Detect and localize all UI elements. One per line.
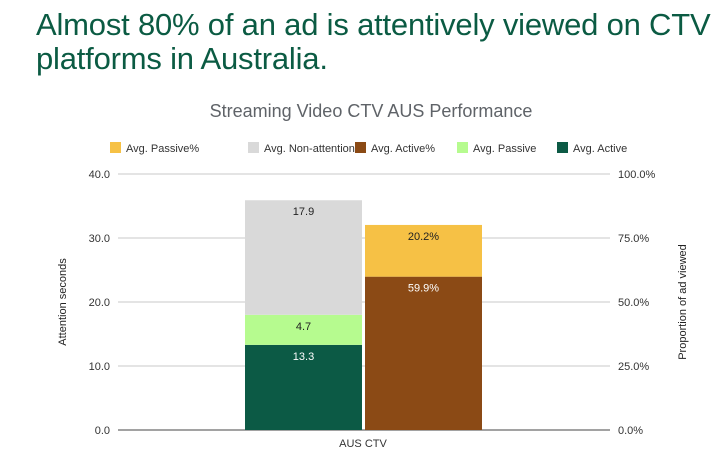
y-left-tick-1: 10.0 xyxy=(89,361,110,373)
legend-label-0: Avg. Passive% xyxy=(126,143,199,155)
left-stack-bar-2 xyxy=(245,200,362,315)
left-stack-label-0: 13.3 xyxy=(293,351,314,363)
legend-label-3: Avg. Passive xyxy=(473,143,536,155)
left-stack-label-2: 17.9 xyxy=(293,206,314,218)
left-stack-bar-1 xyxy=(245,314,362,345)
y-left-tick-2: 20.0 xyxy=(89,297,110,309)
axis-tick-labels: 0.0 0.0% 10.0 25.0% 20.0 50.0% 30.0 75.0% 40.0 10… xyxy=(89,169,656,437)
y-left-tick-3: 30.0 xyxy=(89,233,110,245)
legend-swatch-2 xyxy=(355,142,366,153)
y-axis-left-title: Attention seconds xyxy=(57,258,69,346)
chart-gridlines xyxy=(118,173,610,431)
y-right-tick-2: 50.0% xyxy=(618,297,649,309)
legend-label-2: Avg. Active% xyxy=(371,143,435,155)
y-right-tick-1: 25.0% xyxy=(618,361,649,373)
right-stack-bar-0 xyxy=(365,276,482,430)
y-left-tick-4: 40.0 xyxy=(89,169,110,181)
y-right-tick-0: 0.0% xyxy=(618,425,643,437)
y-left-tick-0: 0.0 xyxy=(95,425,110,437)
bar-data-labels: 13.3 4.7 17.9 59.9% 20.2% xyxy=(293,206,440,363)
legend-swatch-1 xyxy=(248,142,259,153)
legend-swatch-3 xyxy=(457,142,468,153)
right-stack-label-0: 59.9% xyxy=(408,283,439,295)
legend-label-4: Avg. Active xyxy=(573,143,627,155)
chart-title: Streaming Video CTV AUS Performance xyxy=(210,101,533,121)
page-headline: Almost 80% of an ad is attentively viewe… xyxy=(36,7,711,76)
legend-swatch-0 xyxy=(110,142,121,153)
chart-bars xyxy=(245,200,482,430)
chart-legend: Avg. Passive% Avg. Non-attention Avg. Acti… xyxy=(110,142,627,155)
left-stack-bar-0 xyxy=(245,344,362,430)
legend-label-1: Avg. Non-attention xyxy=(264,143,355,155)
y-axis-right-title: Proportion of ad viewed xyxy=(677,244,689,360)
y-right-tick-3: 75.0% xyxy=(618,233,649,245)
left-stack-label-1: 4.7 xyxy=(296,321,311,333)
right-stack-label-1: 20.2% xyxy=(408,231,439,243)
x-axis-category-label: AUS CTV xyxy=(339,438,387,450)
legend-swatch-4 xyxy=(557,142,568,153)
y-right-tick-4: 100.0% xyxy=(618,169,656,181)
right-stack-bar-1 xyxy=(365,224,482,277)
